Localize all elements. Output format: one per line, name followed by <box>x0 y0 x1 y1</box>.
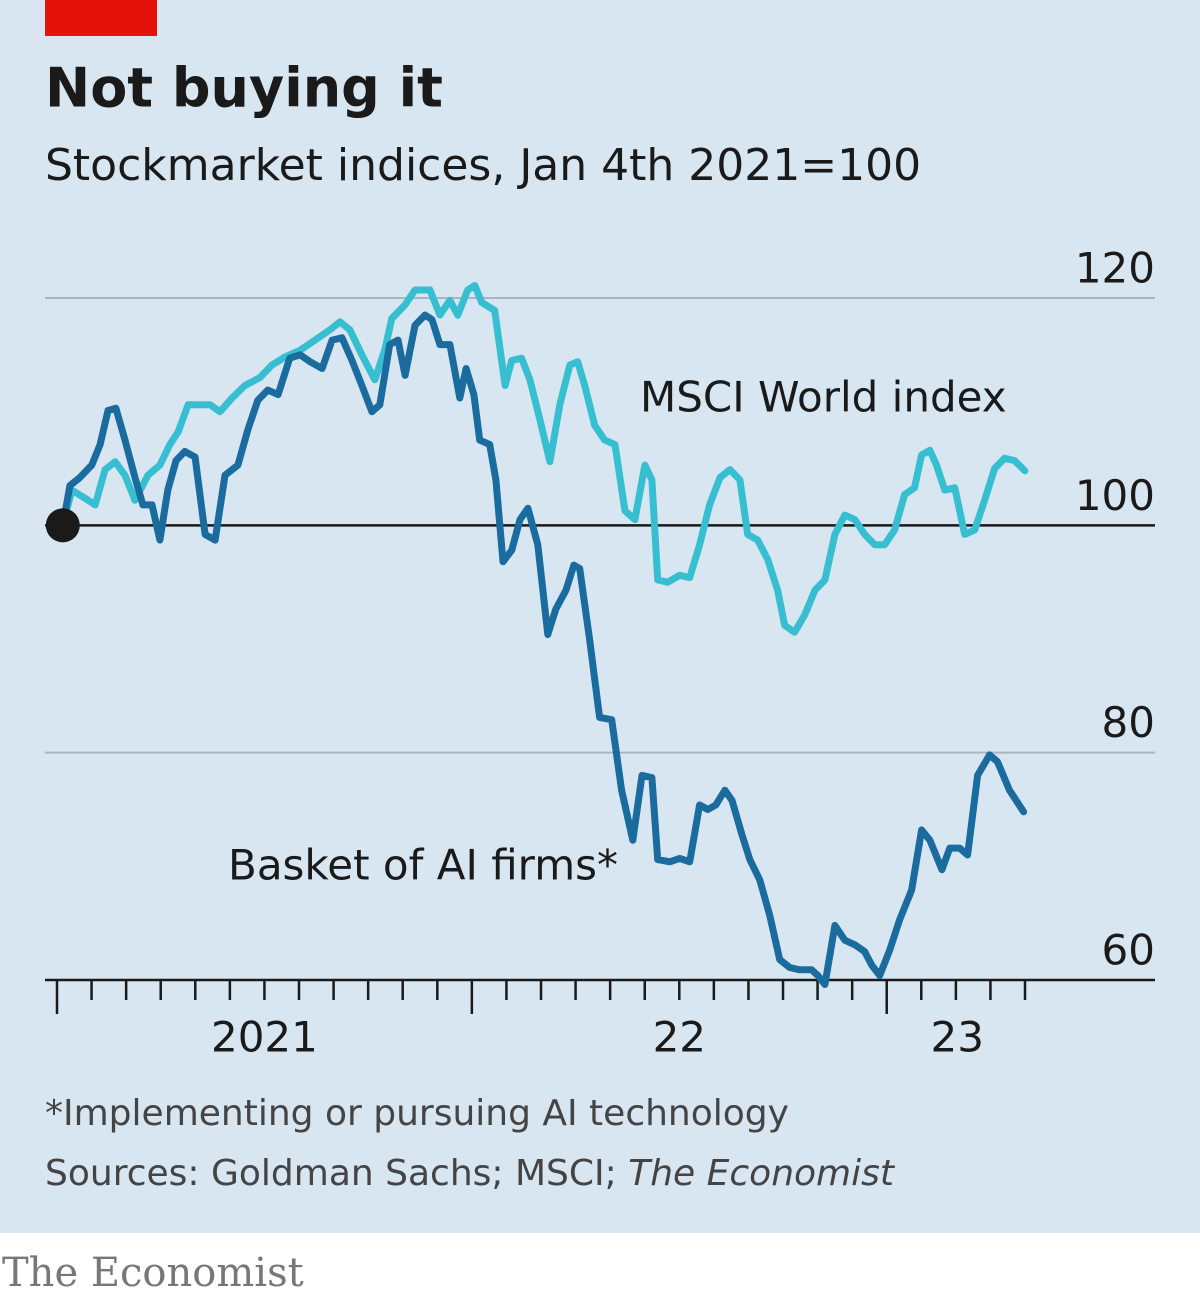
brand-logo: The Economist <box>2 1250 304 1296</box>
source-text: Sources: Goldman Sachs; MSCI; <box>45 1153 628 1194</box>
series-label: MSCI World index <box>640 373 1007 422</box>
footnote: *Implementing or pursuing AI technology <box>45 1093 789 1134</box>
chart-title: Not buying it <box>45 57 443 120</box>
red-tag <box>45 0 157 36</box>
background <box>0 0 1200 1233</box>
y-tick-label: 60 <box>1102 926 1155 975</box>
source-text: The Economist <box>628 1153 896 1194</box>
start-dot <box>45 508 80 543</box>
y-tick-label: 120 <box>1075 244 1155 293</box>
source: Sources: Goldman Sachs; MSCI; The Econom… <box>45 1153 896 1194</box>
series-line <box>59 282 1029 636</box>
y-tick-label: 100 <box>1075 471 1155 520</box>
x-tick-label: 23 <box>931 1013 984 1062</box>
y-tick-label: 80 <box>1102 698 1155 747</box>
series-label: Basket of AI firms* <box>228 841 618 890</box>
x-tick-label: 22 <box>653 1013 706 1062</box>
plot-area: 60 80 100 120 2021 22 23 <box>45 244 1155 1062</box>
chart-subtitle: Stockmarket indices, Jan 4th 2021=100 <box>45 140 921 191</box>
x-tick-label: 2021 <box>211 1013 318 1062</box>
series-line <box>59 311 1028 988</box>
brand-strip <box>0 1233 1200 1305</box>
